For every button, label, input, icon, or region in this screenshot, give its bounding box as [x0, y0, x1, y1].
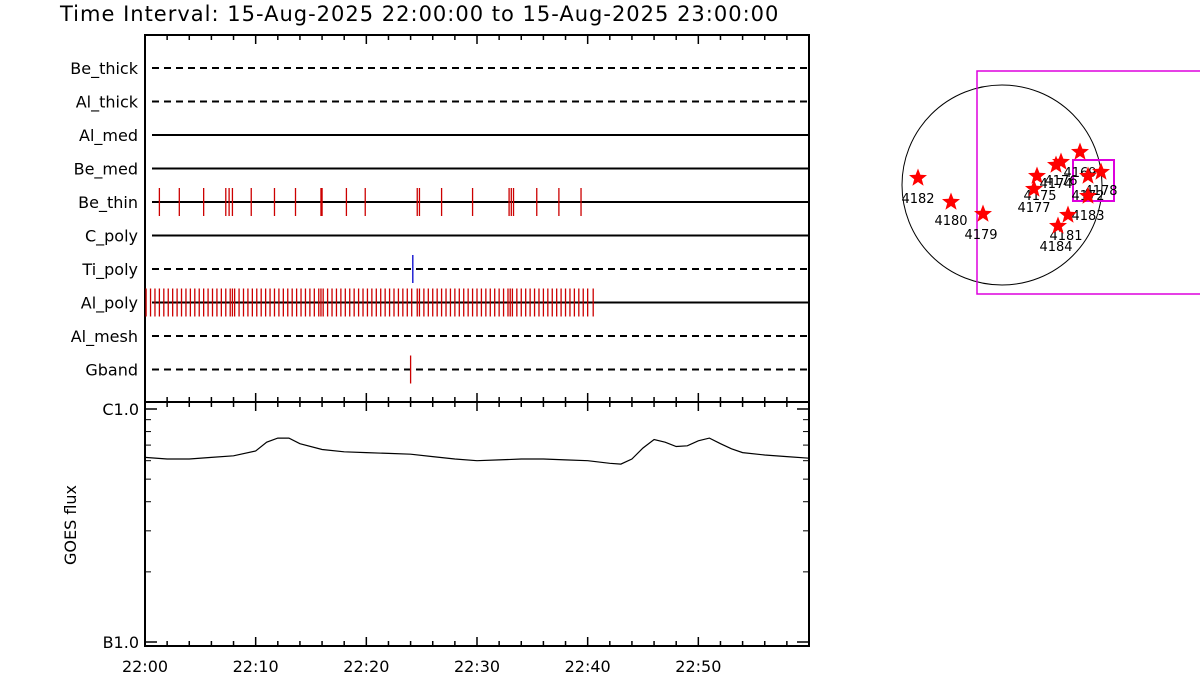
active-region-star	[1025, 179, 1043, 197]
active-region-label: 4174	[1039, 177, 1072, 192]
active-region-star	[1052, 152, 1070, 170]
solar-disk-limb	[901, 84, 1103, 286]
y-tick-label: C1.0	[102, 400, 139, 419]
raster-frame	[144, 34, 810, 403]
zoom-box	[1072, 159, 1115, 202]
active-region-star	[974, 204, 992, 222]
channel-label: C_poly	[85, 227, 138, 247]
x-tick-label: 22:50	[675, 657, 721, 676]
active-region-label: 4179	[964, 228, 997, 243]
x-tick-label: 22:30	[454, 657, 500, 676]
field-of-view-box	[976, 70, 1200, 295]
active-region-star	[1059, 205, 1077, 223]
active-region-label: 4177	[1017, 201, 1050, 216]
active-region-star	[1071, 142, 1089, 160]
active-region-star	[1049, 216, 1067, 234]
channel-label: Be_thick	[70, 59, 138, 79]
y-tick-label: B1.0	[103, 633, 139, 652]
x-tick-label: 22:00	[122, 657, 168, 676]
x-tick-label: 22:10	[233, 657, 279, 676]
channel-label: Be_thin	[78, 193, 138, 213]
y-axis-label: GOES flux	[61, 485, 80, 565]
active-region-star	[1047, 155, 1065, 173]
active-region-star	[1079, 166, 1097, 184]
active-region-label: 4181	[1049, 229, 1082, 244]
active-region-label: 4180	[934, 214, 967, 229]
channel-label: Al_med	[79, 126, 138, 146]
active-region-label: 4183	[1071, 209, 1104, 224]
x-tick-label: 22:40	[565, 657, 611, 676]
channel-label: Al_mesh	[71, 327, 138, 347]
active-region-star	[942, 192, 960, 210]
channel-label: Be_med	[74, 160, 138, 180]
channel-label: Al_thick	[76, 93, 139, 113]
active-region-label: 4182	[901, 192, 934, 207]
active-region-label: 4184	[1039, 240, 1072, 255]
x-tick-label: 22:20	[343, 657, 389, 676]
channel-raster-panel: Be_thick Al_thick Al_med Be_med Be_thin C_pol…	[70, 34, 810, 403]
channel-label: Gband	[85, 361, 138, 380]
active-region-label: 4176	[1044, 174, 1077, 189]
active-region-star	[909, 168, 927, 186]
plot-title: Time Interval: 15-Aug-2025 22:00:00 to 1…	[60, 2, 780, 26]
channel-label: Al_poly	[81, 294, 138, 314]
channel-label: Ti_poly	[81, 260, 138, 280]
solar-disk-map: 4182418041794175417741744176416941724178…	[901, 70, 1200, 295]
active-region-star	[1092, 162, 1110, 180]
active-region-star	[1028, 166, 1046, 184]
goes-flux-panel: C1.0 B1.0 GOES flux 22:00 22:10 22:20 22:30 22:…	[61, 35, 810, 676]
active-region-star	[1079, 186, 1097, 204]
goes-flux-line	[144, 437, 810, 465]
